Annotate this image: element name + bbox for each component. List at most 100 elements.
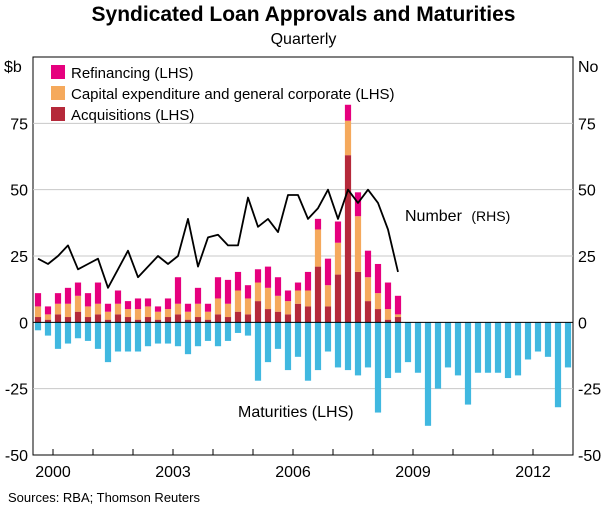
approval-bar-segment <box>364 250 372 278</box>
approval-bar-segment <box>304 306 312 323</box>
approval-bar-segment <box>234 311 242 323</box>
approval-bar-segment <box>144 298 152 307</box>
approval-bar-segment <box>384 319 392 323</box>
maturity-bar <box>514 322 522 376</box>
approval-bar-segment <box>244 314 252 323</box>
approval-bar-segment <box>234 271 242 291</box>
maturity-bar <box>114 322 122 352</box>
approval-bar-segment <box>394 317 402 323</box>
approval-bar-segment <box>114 314 122 323</box>
approval-bar-segment <box>354 271 362 323</box>
approval-bar-segment <box>344 104 352 121</box>
approval-bar-segment <box>314 218 322 230</box>
approval-bar-segment <box>224 317 232 323</box>
source-note: Sources: RBA; Thomson Reuters <box>8 490 200 505</box>
approval-bar-segment <box>254 269 262 283</box>
maturity-bar <box>554 322 562 408</box>
approval-bar-segment <box>34 317 42 323</box>
approval-bar-segment <box>274 311 282 323</box>
y-tick-label-right: 50 <box>578 183 596 200</box>
maturity-bar <box>224 322 232 341</box>
approval-bar-segment <box>284 290 292 302</box>
approval-bar-segment <box>254 282 262 302</box>
approval-bar-segment <box>204 319 212 323</box>
approval-bar-segment <box>164 309 172 318</box>
maturity-bar <box>234 322 242 333</box>
maturity-bar <box>324 322 332 352</box>
approval-bar-segment <box>204 303 212 312</box>
approval-bar-segment <box>64 287 72 304</box>
approval-bar-segment <box>164 298 172 310</box>
maturity-bar <box>164 322 172 344</box>
approval-bar-segment <box>374 309 382 323</box>
maturity-bar <box>64 322 72 344</box>
approval-bar-segment <box>354 192 362 217</box>
approval-bar-segment <box>224 303 232 318</box>
approval-bar-segment <box>44 314 52 320</box>
approval-bar-segment <box>114 290 122 304</box>
approval-bar-segment <box>304 290 312 307</box>
maturity-bar <box>124 322 132 352</box>
maturity-bar <box>444 322 452 368</box>
approval-bar-segment <box>204 311 212 320</box>
x-tick-label: 2000 <box>35 464 71 481</box>
maturity-bar <box>104 322 112 363</box>
legend-label: Refinancing (LHS) <box>71 65 194 82</box>
number-label-suffix: (RHS) <box>471 208 510 224</box>
approval-bar-segment <box>184 311 192 320</box>
maturity-bar <box>264 322 272 363</box>
maturity-bar <box>354 322 362 376</box>
approval-bar-segment <box>224 279 232 304</box>
maturity-bar <box>334 322 342 368</box>
approval-bar-segment <box>154 319 162 323</box>
maturity-bar <box>374 322 382 413</box>
approval-bar-segment <box>164 317 172 323</box>
maturity-bar <box>504 322 512 379</box>
maturity-bar <box>204 322 212 341</box>
maturity-bar <box>314 322 322 371</box>
y-tick-label-left: 25 <box>10 249 28 266</box>
approval-bar-segment <box>374 293 382 310</box>
approval-bar-segment <box>254 301 262 323</box>
approval-bar-segment <box>294 290 302 304</box>
approval-bar-segment <box>44 319 52 323</box>
approval-bar-segment <box>144 306 152 318</box>
maturity-bar <box>244 322 252 336</box>
approval-bar-segment <box>74 295 82 312</box>
approval-bar-segment <box>264 287 272 310</box>
approval-bar-segment <box>274 295 282 312</box>
maturity-bar <box>154 322 162 344</box>
approval-bar-segment <box>174 314 182 323</box>
approval-bar-segment <box>74 282 82 296</box>
chart-title: Syndicated Loan Approvals and Maturities <box>91 3 516 26</box>
maturity-bar <box>384 322 392 379</box>
approval-bar-segment <box>304 271 312 291</box>
maturity-bar <box>364 322 372 368</box>
legend-label: Capital expenditure and general corporat… <box>71 86 395 103</box>
approval-bar-segment <box>194 303 202 318</box>
approval-bar-segment <box>134 319 142 323</box>
approval-bar-segment <box>354 216 362 272</box>
maturity-bar <box>214 322 222 347</box>
approval-bar-segment <box>234 290 242 312</box>
y-tick-label-left: 50 <box>10 183 28 200</box>
maturity-bar <box>544 322 552 357</box>
approval-bar-segment <box>214 277 222 299</box>
approval-bar-segment <box>344 120 352 156</box>
y-tick-label-right: -50 <box>578 448 601 465</box>
approval-bar-segment <box>114 303 122 315</box>
approval-bar-segment <box>324 258 332 286</box>
legend-label: Acquisitions (LHS) <box>71 107 194 124</box>
approval-bar-segment <box>104 303 112 312</box>
maturity-bar <box>474 322 482 373</box>
y-tick-label-left: 0 <box>19 315 28 332</box>
approval-bar-segment <box>264 309 272 323</box>
maturity-bar <box>434 322 442 389</box>
approval-bar-segment <box>244 298 252 315</box>
maturity-bar <box>44 322 52 336</box>
approval-bar-segment <box>64 317 72 323</box>
line-layer <box>37 188 399 289</box>
approval-bar-segment <box>394 295 402 315</box>
y-tick-label-left: -50 <box>5 448 28 465</box>
